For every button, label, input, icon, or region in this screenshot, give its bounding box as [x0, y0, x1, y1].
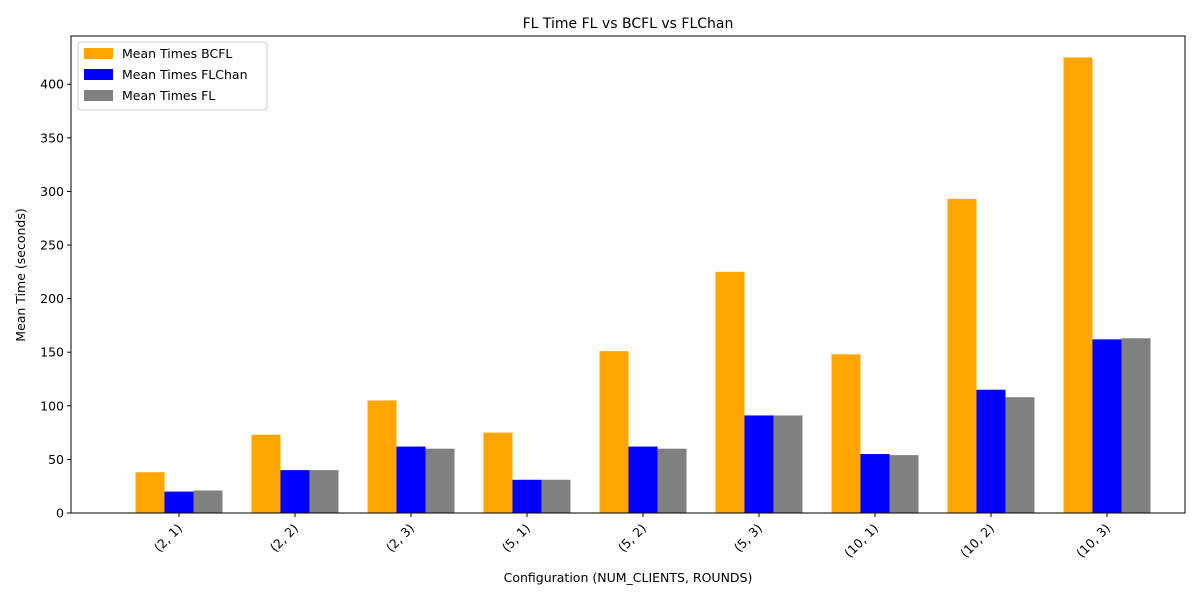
bar-mean-times-flchan-2: [396, 446, 426, 513]
y-tick-label: 300: [40, 184, 64, 199]
y-tick-label: 250: [40, 238, 64, 253]
bar-mean-times-fl-2: [425, 448, 455, 513]
x-axis-label: Configuration (NUM_CLIENTS, ROUNDS): [504, 570, 753, 585]
bar-mean-times-fl-1: [309, 470, 339, 513]
legend-swatch: [84, 48, 113, 59]
x-tick-label: (2, 1): [151, 521, 185, 555]
x-tick-label: (10, 2): [957, 521, 997, 561]
x-axis: (2, 1) (2, 2) (2, 3) (5, 1) (5, 2) (5, 3) (10,…: [151, 513, 1113, 561]
x-tick-label: (5, 1): [499, 521, 533, 555]
x-tick-label: (10, 1): [841, 521, 881, 561]
y-tick-label: 400: [40, 77, 64, 92]
y-tick-label: 0: [56, 506, 64, 521]
y-tick-label: 50: [48, 452, 64, 467]
y-tick-label: 100: [40, 398, 64, 413]
bar-mean-times-bcfl-5: [715, 271, 745, 513]
bar-mean-times-bcfl-8: [1063, 57, 1093, 513]
bar-mean-times-bcfl-1: [251, 434, 281, 513]
x-tick-label: (5, 3): [731, 521, 765, 555]
legend-swatch: [84, 69, 113, 80]
bar-mean-times-flchan-7: [976, 389, 1006, 513]
legend-label: Mean Times BCFL: [122, 46, 232, 61]
bar-mean-times-bcfl-0: [135, 472, 165, 513]
bar-mean-times-fl-6: [889, 455, 919, 513]
plot-frame: [70, 35, 1186, 514]
bar-mean-times-fl-7: [1005, 397, 1035, 513]
bar-mean-times-flchan-1: [280, 470, 310, 513]
legend-box: [77, 41, 268, 111]
bar-mean-times-flchan-8: [1092, 339, 1122, 513]
legend: Mean Times BCFL Mean Times FLChan Mean Tim…: [77, 41, 268, 111]
bar-mean-times-bcfl-7: [947, 198, 977, 513]
bar-mean-times-bcfl-4: [599, 351, 629, 513]
bar-mean-times-fl-3: [541, 479, 571, 513]
bar-mean-times-flchan-0: [164, 491, 194, 513]
bar-mean-times-fl-4: [657, 448, 687, 513]
chart-title: FL Time FL vs BCFL vs FLChan: [523, 16, 734, 32]
bar-mean-times-flchan-6: [860, 454, 890, 513]
bar-mean-times-flchan-3: [512, 479, 542, 513]
bars-layer: [135, 57, 1151, 513]
bar-mean-times-flchan-4: [628, 446, 658, 513]
legend-label: Mean Times FL: [122, 88, 215, 103]
bar-mean-times-bcfl-3: [483, 432, 513, 513]
bar-mean-times-bcfl-2: [367, 400, 397, 513]
bar-mean-times-fl-0: [193, 490, 223, 513]
x-tick-label: (10, 3): [1073, 521, 1113, 561]
y-tick-label: 200: [40, 291, 64, 306]
bar-mean-times-fl-5: [773, 415, 803, 513]
bar-mean-times-bcfl-6: [831, 354, 861, 513]
y-tick-label: 350: [40, 130, 64, 145]
bar-mean-times-fl-8: [1121, 338, 1151, 513]
legend-label: Mean Times FLChan: [122, 67, 248, 82]
x-tick-label: (5, 2): [615, 521, 649, 555]
y-axis-label: Mean Time (seconds): [13, 208, 28, 341]
x-tick-label: (2, 2): [267, 521, 301, 555]
legend-swatch: [84, 90, 113, 101]
bar-mean-times-flchan-5: [744, 415, 774, 513]
y-tick-label: 150: [40, 345, 64, 360]
x-tick-label: (2, 3): [383, 521, 417, 555]
y-axis: 0 50 100 150 200 250 300 350 400: [40, 77, 71, 521]
